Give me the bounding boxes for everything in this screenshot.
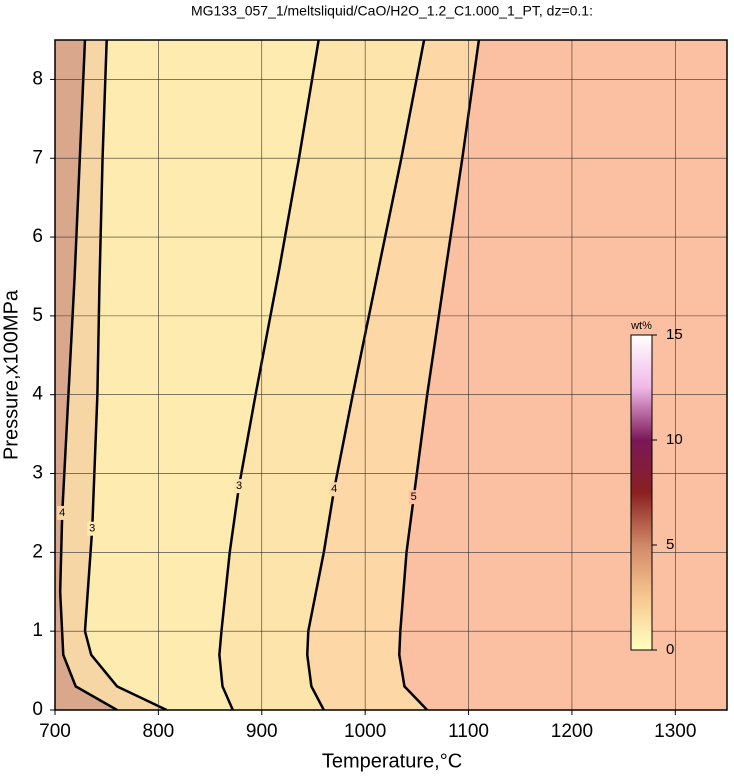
y-tick-label: 4 <box>32 384 43 405</box>
colorbar-tick-label: 15 <box>666 326 683 343</box>
y-tick-label: 3 <box>32 463 43 484</box>
y-tick-label: 6 <box>32 226 43 247</box>
x-tick-label: 700 <box>39 721 71 742</box>
colorbar-tick-label: 0 <box>666 641 674 658</box>
y-tick-label: 0 <box>32 699 43 720</box>
contour-line <box>306 40 426 710</box>
y-tick-label: 7 <box>32 147 43 168</box>
contour-label-bg <box>87 521 98 536</box>
x-tick-label: 800 <box>143 721 175 742</box>
contour-label-bg <box>408 490 419 505</box>
contour-label-bg <box>57 505 68 520</box>
contour-label-bg <box>329 482 340 497</box>
contour-label: 4 <box>331 483 337 495</box>
contour-line <box>398 40 481 710</box>
y-tick-label: 5 <box>32 305 43 326</box>
y-tick-label: 2 <box>32 541 43 562</box>
contour-label-bg <box>234 479 245 494</box>
y-axis-label: Pressure,x100MPa <box>0 289 22 460</box>
contour-label: 3 <box>236 480 242 492</box>
chart-title: MG133_057_1/meltsliquid/CaO/H2O_1.2_C1.0… <box>191 3 593 19</box>
y-tick-label: 1 <box>32 620 43 641</box>
contour-label: 4 <box>59 507 65 519</box>
plot-frame <box>54 39 728 711</box>
x-tick-label: 900 <box>246 721 278 742</box>
contour-label: 3 <box>89 523 95 535</box>
colorbar-tick-label: 5 <box>666 536 674 553</box>
colorbar <box>630 334 653 651</box>
colorbar-title: wt% <box>630 320 652 332</box>
y-tick-label: 8 <box>32 68 43 89</box>
contour-line <box>218 40 320 710</box>
x-tick-label: 1200 <box>551 721 593 742</box>
x-tick-label: 1000 <box>344 721 386 742</box>
x-axis-label: Temperature,°C <box>322 750 462 772</box>
contour-label: 5 <box>411 491 417 503</box>
x-tick-label: 1300 <box>654 721 696 742</box>
x-tick-label: 1100 <box>448 721 489 742</box>
colorbar-tick-label: 10 <box>666 431 683 448</box>
